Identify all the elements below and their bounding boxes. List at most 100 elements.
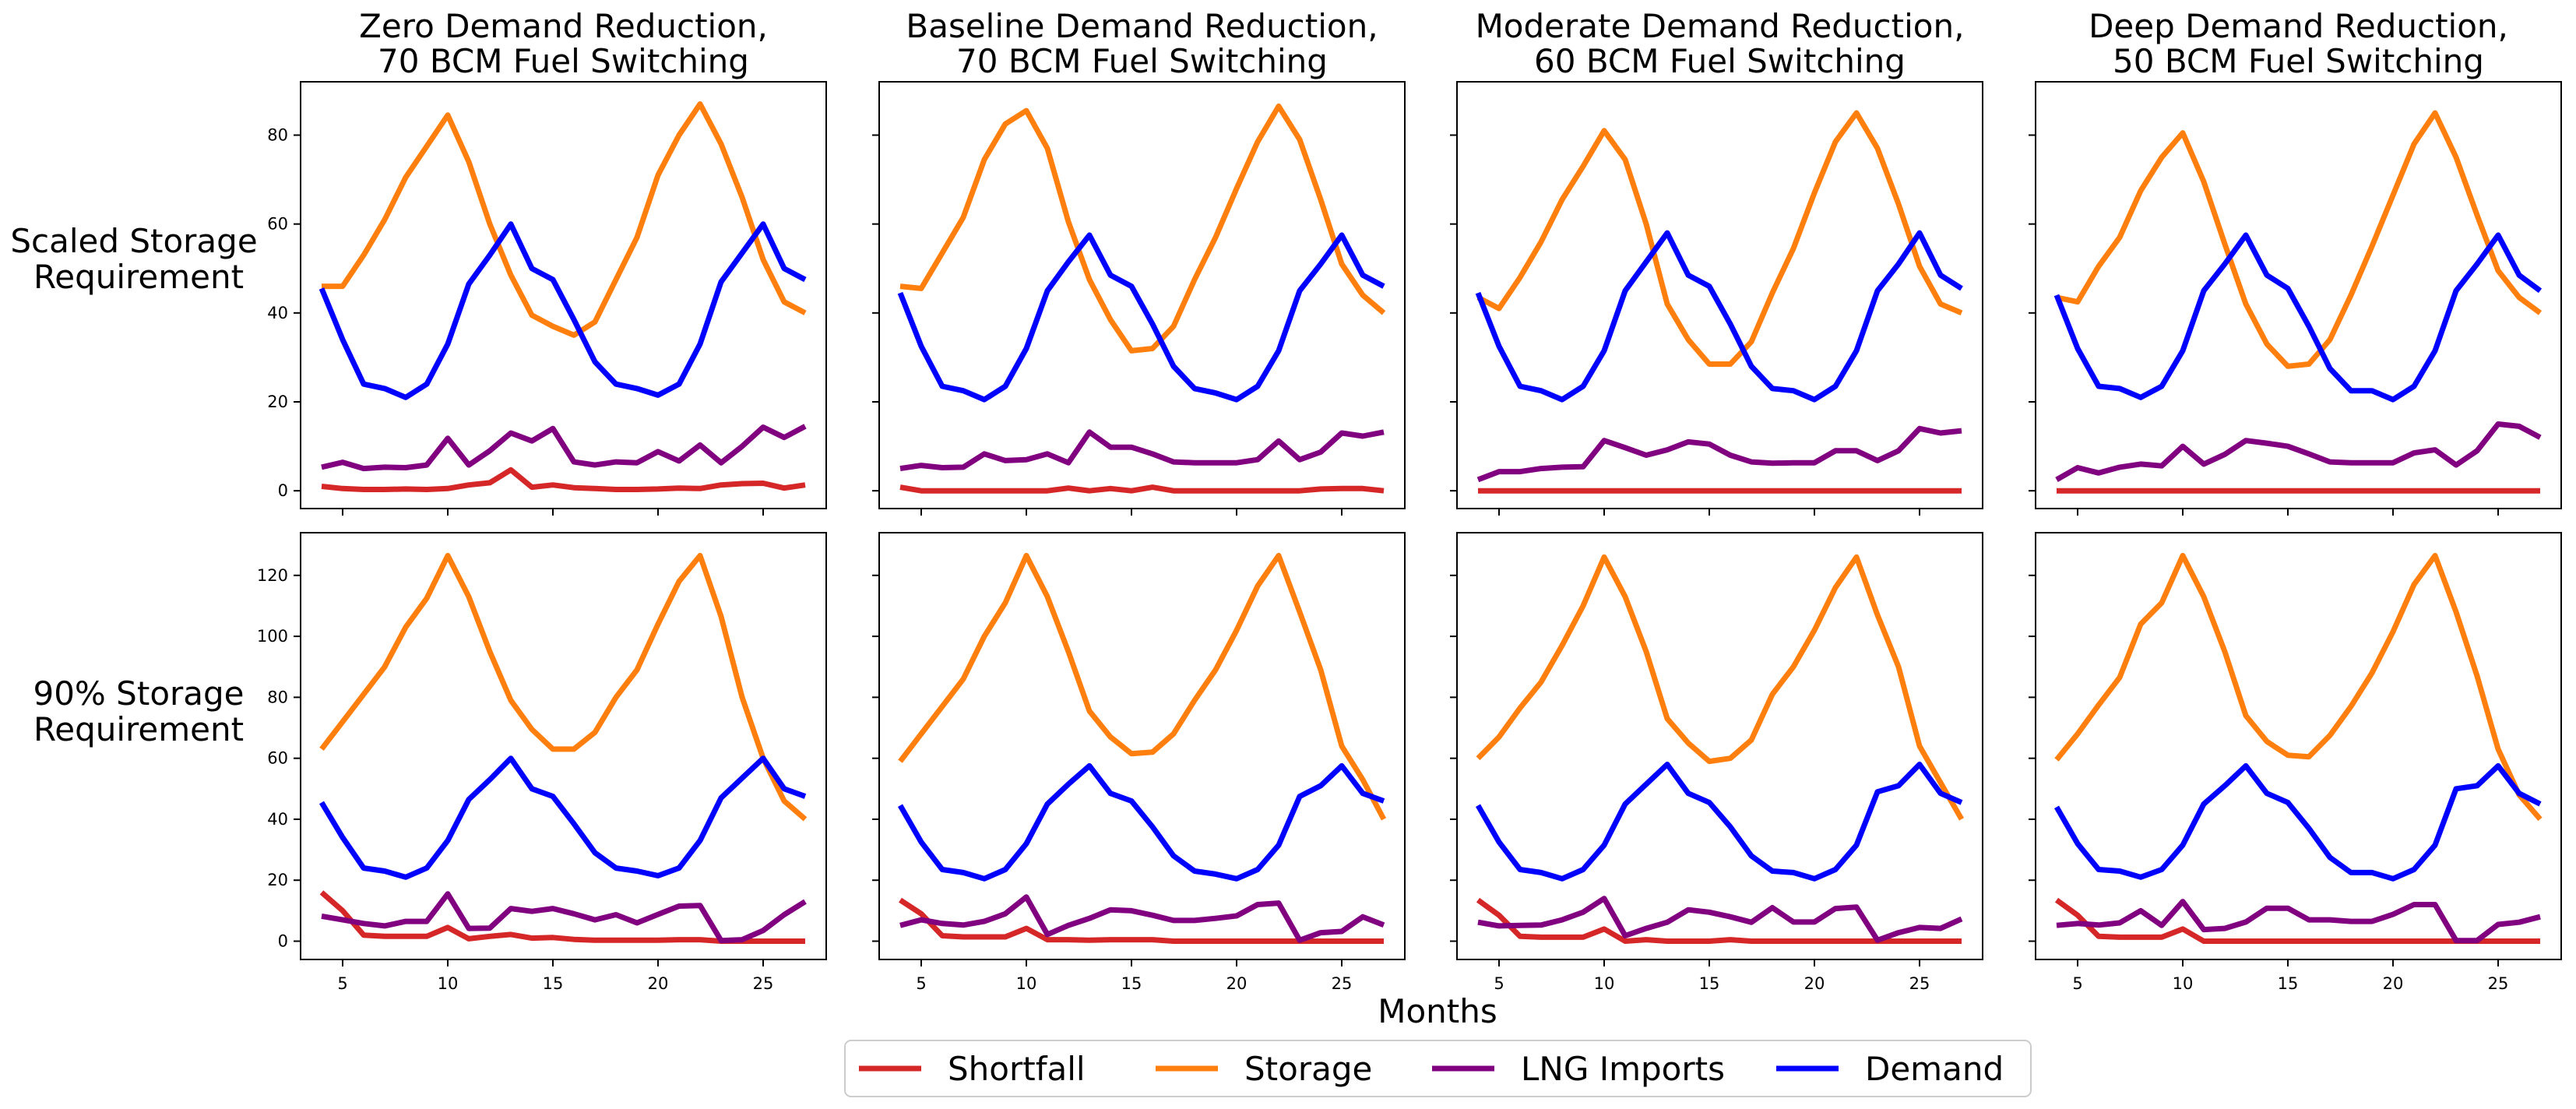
series-line-lng-imports bbox=[1477, 896, 1963, 943]
legend-label: Shortfall bbox=[948, 1050, 1086, 1088]
panel-title-c0-line-0: Zero Demand Reduction, bbox=[359, 7, 768, 45]
x-tick-label: 25 bbox=[2488, 974, 2509, 993]
axes-frame bbox=[1456, 81, 1983, 509]
series-line-lng-imports bbox=[899, 429, 1385, 472]
x-tick-label: 5 bbox=[1494, 974, 1504, 993]
row-label-0-line-1: Requirement bbox=[33, 258, 244, 296]
x-tick-label: 10 bbox=[2173, 974, 2194, 993]
x-tick-label: 20 bbox=[648, 974, 669, 993]
series-line-lng-imports bbox=[321, 424, 807, 472]
series-line-storage bbox=[1476, 110, 1963, 367]
series-line-storage bbox=[319, 552, 808, 822]
series-line-lng-imports bbox=[321, 891, 807, 944]
y-tick-label: 60 bbox=[267, 215, 288, 234]
x-tick-label: 25 bbox=[753, 974, 774, 993]
panel-title-c3-line-1: 50 BCM Fuel Switching bbox=[2113, 42, 2484, 80]
axes-frame bbox=[878, 532, 1406, 960]
axes-frame bbox=[878, 81, 1406, 509]
x-tick-label: 5 bbox=[916, 974, 926, 993]
series-line-lng-imports bbox=[2056, 899, 2541, 944]
legend-label: LNG Imports bbox=[1521, 1050, 1725, 1088]
series-line-lng-imports bbox=[1476, 425, 1962, 483]
y-tick-label: 20 bbox=[267, 871, 288, 889]
axes-frame bbox=[2035, 81, 2562, 509]
series-line-lng-imports bbox=[899, 894, 1385, 943]
legend-item-lng-imports: LNG Imports bbox=[1432, 1050, 1725, 1088]
series-line-shortfall bbox=[2054, 897, 2540, 944]
panels-layer: Zero Demand Reduction,70 BCM Fuel Switch… bbox=[257, 7, 2562, 993]
panel-title-c0-line-1: 70 BCM Fuel Switching bbox=[378, 42, 749, 80]
labels-layer: Scaled Storage Requirement 90% Storage R… bbox=[10, 222, 1497, 1030]
series-line-shortfall bbox=[321, 466, 806, 492]
axes-frame bbox=[1456, 532, 1983, 960]
series-line-storage bbox=[2054, 552, 2543, 822]
x-axis-label: Months bbox=[1378, 992, 1497, 1030]
y-tick-label: 0 bbox=[278, 481, 288, 500]
panel-r0-c2: Moderate Demand Reduction,60 BCM Fuel Sw… bbox=[1450, 7, 1983, 516]
y-tick-label: 120 bbox=[257, 566, 288, 585]
x-tick-label: 15 bbox=[543, 974, 564, 993]
series-line-demand bbox=[897, 232, 1385, 403]
legend-item-storage: Storage bbox=[1156, 1050, 1372, 1088]
x-tick-label: 10 bbox=[1016, 974, 1037, 993]
x-tick-label: 5 bbox=[337, 974, 347, 993]
series-line-storage bbox=[898, 552, 1387, 821]
panel-title-c2-line-0: Moderate Demand Reduction, bbox=[1476, 7, 1965, 45]
legend-label: Storage bbox=[1244, 1050, 1372, 1088]
x-tick-label: 10 bbox=[438, 974, 459, 993]
panel-title-c3-line-0: Deep Demand Reduction, bbox=[2089, 7, 2508, 45]
y-tick-label: 0 bbox=[278, 932, 288, 951]
series-line-storage bbox=[1476, 554, 1965, 821]
y-tick-label: 40 bbox=[267, 304, 288, 322]
panel-title-c1-line-1: 70 BCM Fuel Switching bbox=[956, 42, 1328, 80]
x-tick-label: 10 bbox=[1594, 974, 1615, 993]
series-line-demand bbox=[1475, 762, 1963, 882]
series-line-demand bbox=[318, 755, 807, 880]
y-tick-label: 80 bbox=[267, 688, 288, 706]
x-tick-label: 15 bbox=[1699, 974, 1720, 993]
x-tick-label: 20 bbox=[2383, 974, 2404, 993]
series-line-storage bbox=[899, 103, 1386, 354]
series-line-shortfall bbox=[319, 890, 805, 944]
series-line-shortfall bbox=[899, 484, 1385, 494]
series-line-demand bbox=[1475, 230, 1963, 403]
panel-r0-c3: Deep Demand Reduction,50 BCM Fuel Switch… bbox=[2029, 7, 2562, 516]
y-tick-label: 40 bbox=[267, 810, 288, 829]
x-tick-label: 25 bbox=[1909, 974, 1930, 993]
y-tick-label: 60 bbox=[267, 749, 288, 768]
panel-title-c2-line-1: 60 BCM Fuel Switching bbox=[1534, 42, 1906, 80]
panel-r0-c0: Zero Demand Reduction,70 BCM Fuel Switch… bbox=[267, 7, 827, 516]
series-line-demand bbox=[2053, 762, 2542, 882]
axes-frame bbox=[2035, 532, 2562, 960]
y-tick-label: 100 bbox=[257, 627, 288, 646]
series-line-lng-imports bbox=[2055, 421, 2542, 482]
series-line-demand bbox=[897, 762, 1385, 882]
panel-r1-c0: 5 10 15 20 25 0 20 40 60 80 100 120 bbox=[257, 532, 827, 993]
panel-r1-c1: 5 10 15 20 25 bbox=[872, 532, 1406, 993]
x-tick-label: 15 bbox=[1121, 974, 1142, 993]
series-line-storage bbox=[322, 101, 807, 338]
row-label-1-line-1: Requirement bbox=[33, 710, 244, 748]
x-tick-label: 20 bbox=[1226, 974, 1248, 993]
series-line-demand bbox=[318, 221, 807, 400]
series-line-storage bbox=[2056, 110, 2543, 369]
legend-item-demand: Demand bbox=[1776, 1050, 2004, 1088]
y-tick-label: 80 bbox=[267, 126, 288, 145]
legend-label: Demand bbox=[1865, 1050, 2004, 1088]
panel-r1-c2: 5 10 15 20 25 bbox=[1450, 532, 1983, 993]
legend-item-shortfall: Shortfall bbox=[859, 1050, 1086, 1088]
axes-frame bbox=[300, 81, 827, 509]
y-tick-label: 20 bbox=[267, 393, 288, 411]
axes-frame bbox=[300, 532, 827, 960]
panel-title-c1-line-0: Baseline Demand Reduction, bbox=[906, 7, 1378, 45]
x-tick-label: 20 bbox=[1804, 974, 1825, 993]
row-label-1-line-0: 90% Storage bbox=[33, 674, 244, 713]
panel-r0-c1: Baseline Demand Reduction,70 BCM Fuel Sw… bbox=[872, 7, 1406, 516]
series-line-demand bbox=[2053, 232, 2543, 403]
panel-r1-c3: 5 10 15 20 25 bbox=[2029, 532, 2562, 993]
x-tick-label: 15 bbox=[2278, 974, 2299, 993]
x-tick-label: 5 bbox=[2072, 974, 2082, 993]
x-tick-label: 25 bbox=[1332, 974, 1353, 993]
legend: Shortfall Storage LNG Imports Demand bbox=[844, 1040, 2032, 1097]
